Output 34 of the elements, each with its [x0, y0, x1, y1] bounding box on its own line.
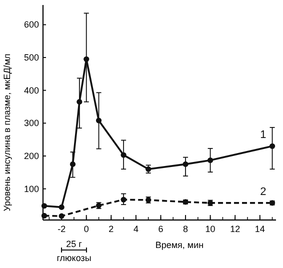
x-tick-label: -2 [58, 224, 66, 234]
point [96, 118, 102, 124]
x-tick-label: 12 [230, 224, 240, 234]
x-tick-label: 8 [183, 224, 188, 234]
x-tick-label: 2 [108, 224, 114, 234]
y-tick-label: 600 [24, 20, 39, 30]
point [120, 196, 126, 202]
point [58, 204, 64, 210]
point [208, 157, 214, 164]
point [182, 161, 188, 167]
series-label: 1 [260, 129, 266, 142]
point [76, 99, 82, 105]
point [84, 56, 90, 62]
x-tick-label: 14 [254, 224, 265, 234]
x-tick-label: 0 [84, 224, 89, 234]
text: 25 г глюкозы [56, 239, 92, 263]
y-tick-label: 500 [24, 52, 39, 63]
series-label: 2 [260, 186, 266, 198]
y-tick-label: 200 [24, 150, 39, 161]
point [146, 166, 152, 172]
y-tick-label: 300 [24, 118, 39, 128]
y-axis-title: Уровень инсулина в плазме, мкЕД/мл [2, 54, 12, 212]
x-tick-label: 10 [205, 224, 216, 234]
point [70, 161, 76, 167]
point [41, 203, 48, 209]
point [58, 213, 64, 219]
point [120, 152, 126, 158]
y-tick-label: 400 [24, 85, 39, 96]
x-axis-title: Время, мин [155, 240, 204, 250]
x-tick-label: 4 [133, 224, 138, 234]
x-tick-label: 6 [158, 224, 164, 234]
point [41, 212, 48, 219]
y-tick-label: 100 [24, 184, 39, 194]
point [269, 143, 276, 149]
